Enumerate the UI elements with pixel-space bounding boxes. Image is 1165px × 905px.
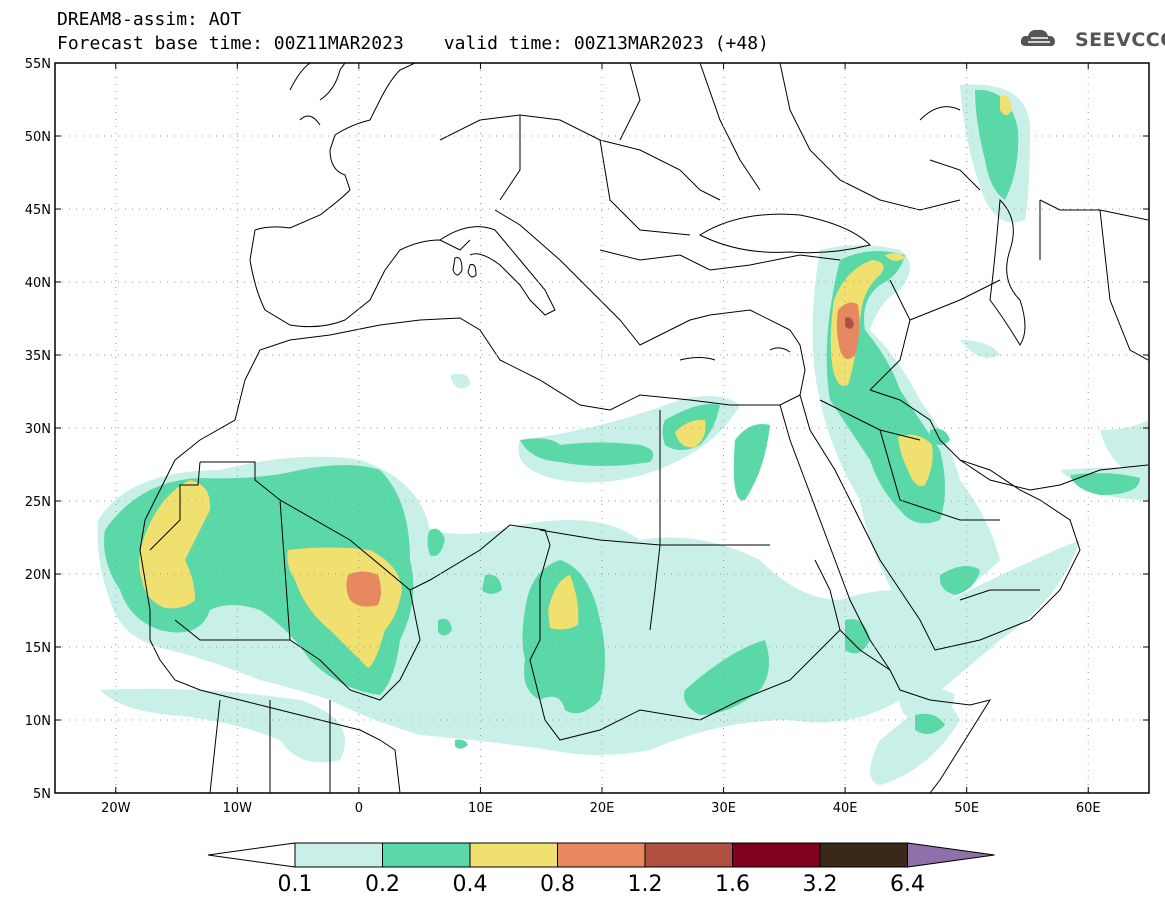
colorbar-label: 0.1	[277, 872, 313, 897]
colorbar	[207, 842, 995, 868]
cloud-icon	[1020, 29, 1055, 47]
colorbar-label: 6.4	[890, 872, 925, 897]
colorbar-swatch	[382, 842, 471, 868]
aot-band-0.2	[104, 89, 1140, 749]
lat-tick-label: 55N	[25, 57, 51, 72]
colorbar-swatch	[644, 842, 733, 868]
aot-band-0.8	[346, 302, 860, 607]
lon-tick-label: 0	[355, 801, 363, 816]
lon-tick-label: 20E	[590, 801, 615, 816]
lon-tick-labels: 20W 10W 0 10E 20E 30E 40E 50E 60E	[101, 801, 1101, 816]
colorbar-label: 1.6	[715, 872, 750, 897]
aot-band-0.1	[97, 84, 1148, 785]
lat-tick-labels: 5N 10N 15N 20N 25N 30N 35N 40N 45N 50N 55N	[25, 57, 51, 802]
base-time: Forecast base time: 00Z11MAR2023	[57, 33, 404, 54]
lat-tick-label: 30N	[25, 422, 51, 437]
logo-text: SEEVCCC	[1075, 29, 1165, 51]
lon-tick-label: 20W	[101, 801, 131, 816]
colorbar-over-arrow	[907, 842, 995, 868]
lon-tick-label: 10W	[223, 801, 253, 816]
colorbar-label: 0.4	[452, 872, 488, 897]
colorbar-label: 0.2	[365, 872, 400, 897]
lat-tick-label: 5N	[33, 787, 51, 802]
lon-tick-label: 10E	[468, 801, 493, 816]
colorbar-swatch	[557, 842, 646, 868]
lat-tick-label: 25N	[25, 495, 51, 510]
coastlines-and-borders	[139, 63, 1149, 793]
forecast-times: Forecast base time: 00Z11MAR2023 valid ti…	[57, 34, 769, 54]
colorbar-label: 0.8	[540, 872, 575, 897]
lon-tick-label: 30E	[711, 801, 736, 816]
lon-tick-label: 50E	[954, 801, 979, 816]
aot-contours	[97, 84, 1148, 785]
lat-tick-label: 40N	[25, 276, 51, 291]
colorbar-swatch	[294, 842, 383, 868]
lat-tick-label: 45N	[25, 203, 51, 218]
lat-lon-grid	[55, 63, 1149, 793]
lat-tick-label: 10N	[25, 714, 51, 729]
lat-tick-label: 20N	[25, 568, 51, 583]
colorbar-swatch	[469, 842, 558, 868]
map-title: DREAM8-assim: AOT	[57, 9, 242, 30]
lat-tick-label: 35N	[25, 349, 51, 364]
lat-tick-label: 15N	[25, 641, 51, 656]
colorbar-under-arrow	[207, 842, 296, 868]
lon-tick-label: 40E	[833, 801, 858, 816]
valid-time: valid time: 00Z13MAR2023 (+48)	[443, 33, 769, 54]
colorbar-label: 1.2	[627, 872, 663, 897]
axis-ticks	[55, 62, 1149, 794]
colorbar-swatch	[732, 842, 821, 868]
aot-band-1.2	[845, 317, 854, 329]
lat-tick-label: 50N	[25, 130, 51, 145]
lon-tick-label: 60E	[1076, 801, 1101, 816]
colorbar-swatch	[819, 842, 908, 868]
colorbar-label: 3.2	[802, 872, 838, 897]
